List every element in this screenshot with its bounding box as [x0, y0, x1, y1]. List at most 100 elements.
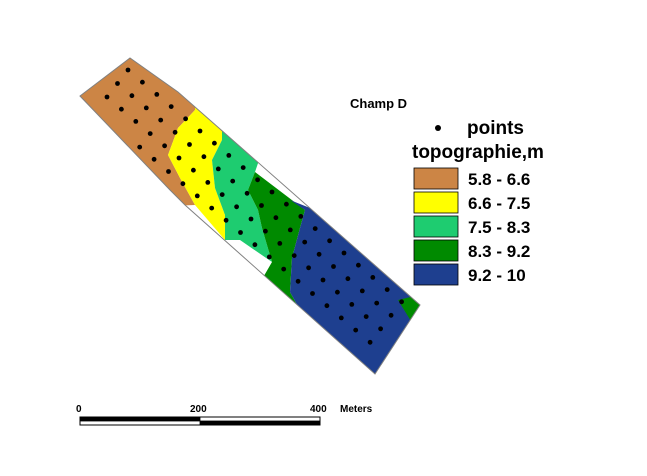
points-legend-label: points — [467, 118, 524, 139]
sample-point — [356, 262, 361, 268]
sample-point — [273, 215, 279, 221]
sample-point — [310, 291, 315, 296]
sample-point — [129, 93, 135, 99]
sample-point — [331, 264, 336, 269]
sample-point — [158, 117, 164, 123]
scale-tick-label: 400 — [310, 404, 327, 415]
sample-point — [154, 92, 160, 97]
sample-point — [180, 181, 186, 187]
sample-point — [104, 94, 110, 100]
sample-point — [259, 203, 264, 208]
sample-point — [291, 253, 297, 258]
points-legend-symbol — [435, 125, 441, 131]
sample-point — [166, 169, 171, 174]
sample-point — [388, 312, 394, 318]
sample-point — [226, 153, 232, 158]
sample-point — [230, 178, 236, 184]
sample-point — [359, 288, 365, 294]
sample-point — [119, 106, 124, 112]
scale-bar-segment-dark — [200, 421, 320, 425]
legend-swatch — [413, 191, 459, 214]
sample-point — [295, 278, 301, 284]
map-title: Champ D — [350, 96, 407, 111]
sample-point — [338, 315, 344, 321]
sample-point — [194, 193, 200, 199]
sample-point — [240, 165, 246, 171]
sample-point — [306, 265, 311, 271]
legend-swatch — [413, 167, 459, 190]
sample-point — [151, 156, 157, 162]
scale-unit-label: Meters — [340, 404, 373, 415]
sample-point — [219, 192, 225, 198]
sample-point — [349, 302, 355, 307]
legend-swatch — [413, 239, 459, 262]
sample-point — [191, 167, 196, 173]
sample-point — [284, 201, 289, 207]
sample-point — [287, 227, 293, 233]
sample-point — [212, 140, 217, 146]
sample-point — [215, 166, 221, 172]
sample-point — [137, 144, 143, 150]
sample-point — [399, 299, 404, 305]
sample-point — [378, 326, 383, 332]
scale-bar: 0 200 400 Meters — [76, 404, 373, 426]
sample-point — [223, 217, 229, 223]
sample-point — [370, 275, 376, 280]
sample-point — [248, 216, 254, 222]
sample-point — [281, 266, 287, 272]
sample-point — [255, 177, 260, 183]
legend-class-label: 9.2 - 10 — [468, 266, 526, 285]
scale-bar-segment-dark — [80, 417, 200, 421]
sample-point — [320, 277, 326, 283]
sample-point — [168, 104, 174, 109]
sample-point — [140, 79, 145, 85]
legend-class-label: 5.8 - 6.6 — [468, 170, 530, 189]
sample-point — [209, 205, 215, 211]
sample-point — [147, 131, 153, 137]
sample-point — [353, 327, 359, 333]
sample-point — [298, 214, 304, 219]
sample-point — [327, 238, 332, 244]
legend: points topographie,m 5.8 - 6.6 6.6 - 7.5 7… — [412, 118, 544, 286]
sample-point — [133, 119, 139, 124]
sample-point — [252, 242, 258, 248]
sample-point — [115, 81, 120, 86]
sample-point — [162, 143, 168, 149]
sample-point — [324, 303, 330, 309]
field-outline — [79, 57, 421, 375]
sample-point — [205, 180, 211, 185]
sample-point — [143, 105, 149, 111]
sample-point — [125, 67, 131, 73]
sample-point — [234, 204, 240, 210]
legend-classes: 5.8 - 6.6 6.6 - 7.5 7.5 - 8.3 8.3 - 9.2 9.2 … — [413, 167, 530, 286]
sample-point — [277, 241, 283, 246]
sample-point — [238, 230, 243, 235]
sample-points — [104, 67, 404, 345]
sample-point — [176, 155, 182, 161]
zone-5-8-6-6 — [80, 58, 200, 210]
sample-point — [384, 287, 390, 292]
sample-point — [374, 300, 380, 306]
sample-point — [197, 128, 203, 134]
sample-point — [266, 254, 272, 260]
sample-point — [172, 129, 178, 135]
sample-point — [183, 116, 189, 122]
sample-point — [201, 154, 207, 160]
scale-bar-segment-light — [79, 420, 201, 426]
scale-tick-label: 200 — [190, 404, 207, 415]
scale-bar-frame — [79, 416, 321, 426]
sample-point — [363, 314, 369, 319]
sample-point — [187, 142, 192, 147]
layer-legend-label: topographie,m — [412, 142, 544, 163]
legend-class-label: 8.3 - 9.2 — [468, 242, 530, 261]
sample-point — [345, 276, 351, 282]
scale-bar-segment-light — [199, 416, 321, 422]
legend-swatch — [413, 263, 459, 286]
sample-point — [367, 339, 373, 345]
sample-point — [244, 190, 250, 196]
scale-tick-label: 0 — [76, 404, 82, 415]
sample-point — [341, 250, 347, 256]
sample-point — [263, 228, 268, 234]
legend-class-label: 6.6 - 7.5 — [468, 194, 530, 213]
